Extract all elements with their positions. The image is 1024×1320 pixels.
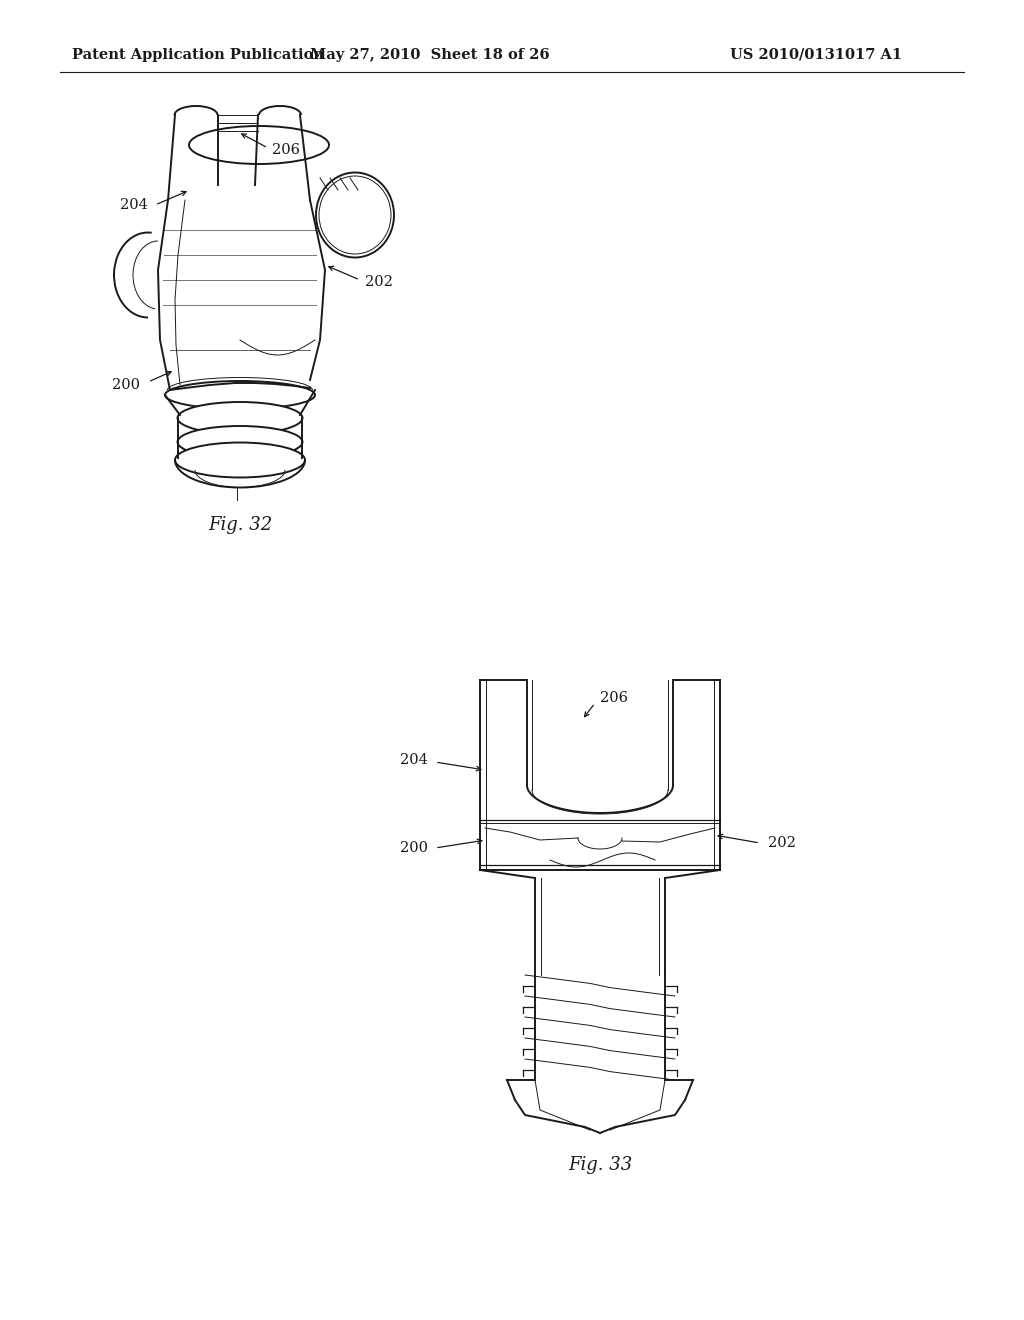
Text: May 27, 2010  Sheet 18 of 26: May 27, 2010 Sheet 18 of 26 — [310, 48, 550, 62]
Text: Fig. 33: Fig. 33 — [568, 1156, 632, 1173]
Text: 206: 206 — [272, 143, 300, 157]
Ellipse shape — [177, 403, 302, 434]
Text: US 2010/0131017 A1: US 2010/0131017 A1 — [730, 48, 902, 62]
Text: 200: 200 — [400, 841, 428, 855]
Text: 204: 204 — [400, 752, 428, 767]
Text: 202: 202 — [768, 836, 796, 850]
Text: 202: 202 — [365, 275, 393, 289]
Text: 200: 200 — [112, 378, 140, 392]
Text: 206: 206 — [600, 690, 628, 705]
Ellipse shape — [189, 125, 329, 164]
Text: 204: 204 — [120, 198, 148, 213]
Ellipse shape — [165, 381, 315, 409]
Text: Fig. 32: Fig. 32 — [208, 516, 272, 535]
Ellipse shape — [177, 426, 302, 458]
Text: Patent Application Publication: Patent Application Publication — [72, 48, 324, 62]
Ellipse shape — [316, 173, 394, 257]
Ellipse shape — [175, 442, 305, 478]
